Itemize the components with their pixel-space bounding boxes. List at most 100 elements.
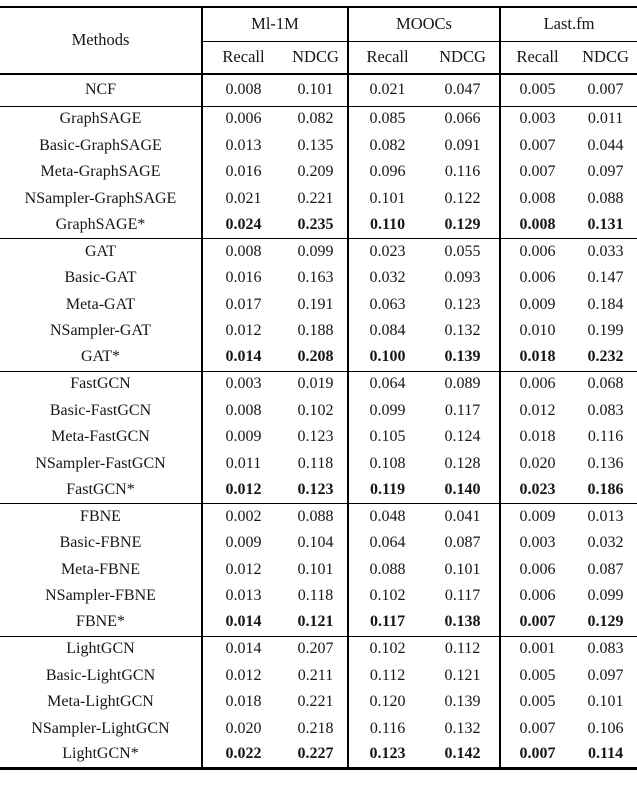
metric-value-cell: 0.184 bbox=[587, 295, 624, 313]
metric-value-cell: 0.016 bbox=[201, 159, 284, 186]
metric-value-cell: 0.083 bbox=[574, 635, 637, 663]
metric-value-cell: 0.114 bbox=[587, 745, 624, 763]
recall-column-header: Recall bbox=[499, 41, 575, 75]
metric-value-cell: 0.005 bbox=[499, 662, 575, 689]
method-name-cell: GraphSAGE* bbox=[55, 215, 146, 233]
table-row: GAT 0.008 0.099 0.023 0.055 0.006 0.033 bbox=[0, 238, 637, 265]
method-name-cell: Basic-FastGCN bbox=[49, 401, 152, 419]
metric-value-cell: 0.117 bbox=[444, 587, 481, 605]
metric-value-cell: 0.140 bbox=[444, 480, 481, 498]
metric-value-cell: 0.116 bbox=[587, 428, 624, 446]
metric-header-row: Recall NDCG Recall NDCG Recall NDCG bbox=[0, 41, 637, 75]
table-header: Methods Ml-1M MOOCs Last.fm Recall NDCG … bbox=[0, 7, 637, 75]
dataset-header-moocs: MOOCs bbox=[347, 7, 501, 42]
methods-column-header: Methods bbox=[0, 7, 202, 75]
table-row: Basic-GAT 0.016 0.163 0.032 0.093 0.006 0.147 bbox=[0, 265, 637, 292]
metric-value-cell: 0.012 bbox=[499, 397, 575, 424]
metric-value-cell: 0.117 bbox=[444, 401, 481, 419]
table-row: NSampler-LightGCN 0.020 0.218 0.116 0.132 0.0… bbox=[0, 715, 637, 742]
metric-value-cell: 0.119 bbox=[347, 477, 427, 504]
metric-value-cell: 0.124 bbox=[444, 428, 481, 446]
table-row: NSampler-GAT 0.012 0.188 0.084 0.132 0.010 0.1… bbox=[0, 318, 637, 345]
metric-value-cell: 0.021 bbox=[201, 185, 284, 212]
metric-value-cell: 0.008 bbox=[201, 238, 284, 265]
metric-value-cell: 0.121 bbox=[444, 666, 481, 684]
recall-column-header: Recall bbox=[347, 41, 427, 75]
metric-value-cell: 0.024 bbox=[201, 212, 284, 239]
metric-value-cell: 0.088 bbox=[284, 503, 349, 530]
metric-value-cell: 0.088 bbox=[347, 556, 427, 583]
metric-value-cell: 0.082 bbox=[284, 105, 349, 133]
metric-value-cell: 0.104 bbox=[297, 534, 334, 552]
metric-value-cell: 0.097 bbox=[587, 666, 624, 684]
dataset-header-ml1m: Ml-1M bbox=[200, 7, 349, 42]
table-row: NSampler-FBNE 0.013 0.118 0.102 0.117 0.006 0.… bbox=[0, 583, 637, 610]
metric-value-cell: 0.118 bbox=[297, 454, 334, 472]
method-group-gat: GAT 0.008 0.099 0.023 0.055 0.006 0.033 Basic-G… bbox=[0, 238, 637, 371]
method-name-cell: LightGCN* bbox=[62, 745, 139, 763]
metric-value-cell: 0.091 bbox=[444, 136, 481, 154]
metric-value-cell: 0.083 bbox=[587, 401, 624, 419]
method-group-ncf: NCF 0.008 0.101 0.021 0.047 0.005 0.007 bbox=[0, 74, 637, 106]
metric-value-cell: 0.014 bbox=[201, 609, 284, 636]
table-row: Meta-FastGCN 0.009 0.123 0.105 0.124 0.018 0.1… bbox=[0, 424, 637, 451]
metric-value-cell: 0.117 bbox=[347, 609, 427, 636]
metric-value-cell: 0.136 bbox=[587, 454, 624, 472]
metric-value-cell: 0.093 bbox=[444, 269, 481, 287]
metric-value-cell: 0.007 bbox=[499, 159, 575, 186]
metric-value-cell: 0.139 bbox=[444, 693, 481, 711]
metric-value-cell: 0.006 bbox=[499, 556, 575, 583]
metric-value-cell: 0.138 bbox=[444, 613, 481, 631]
method-group-lightgcn: LightGCN 0.014 0.207 0.102 0.112 0.001 0.083 Ba… bbox=[0, 635, 637, 769]
metric-value-cell: 0.008 bbox=[201, 397, 284, 424]
method-name-cell: FBNE bbox=[0, 503, 202, 530]
table-row: LightGCN 0.014 0.207 0.102 0.112 0.001 0.083 bbox=[0, 635, 637, 663]
metric-value-cell: 0.101 bbox=[297, 560, 334, 578]
metric-value-cell: 0.099 bbox=[347, 397, 427, 424]
metric-value-cell: 0.097 bbox=[587, 163, 624, 181]
metric-value-cell: 0.013 bbox=[201, 132, 284, 159]
metric-value-cell: 0.110 bbox=[347, 212, 427, 239]
metric-value-cell: 0.006 bbox=[499, 370, 575, 398]
metric-value-cell: 0.033 bbox=[574, 238, 637, 265]
metric-value-cell: 0.088 bbox=[587, 189, 624, 207]
metric-value-cell: 0.121 bbox=[297, 613, 334, 631]
metric-value-cell: 0.019 bbox=[284, 370, 349, 398]
metric-value-cell: 0.188 bbox=[297, 322, 334, 340]
metric-value-cell: 0.120 bbox=[347, 689, 427, 716]
metric-value-cell: 0.123 bbox=[297, 480, 334, 498]
method-name-cell: GraphSAGE bbox=[0, 105, 202, 133]
ndcg-column-header: NDCG bbox=[574, 41, 637, 75]
table-row: FBNE 0.002 0.088 0.048 0.041 0.009 0.013 bbox=[0, 503, 637, 530]
metric-value-cell: 0.003 bbox=[499, 105, 575, 133]
metric-value-cell: 0.006 bbox=[499, 583, 575, 610]
metric-value-cell: 0.131 bbox=[587, 215, 624, 233]
metric-value-cell: 0.122 bbox=[444, 189, 481, 207]
metric-value-cell: 0.021 bbox=[347, 74, 427, 106]
metric-value-cell: 0.023 bbox=[347, 238, 427, 265]
metric-value-cell: 0.009 bbox=[201, 530, 284, 557]
table-row: Basic-FBNE 0.009 0.104 0.064 0.087 0.003 0.032 bbox=[0, 530, 637, 557]
metric-value-cell: 0.007 bbox=[499, 715, 575, 742]
metric-value-cell: 0.085 bbox=[347, 105, 427, 133]
table-row: FBNE* 0.014 0.121 0.117 0.138 0.007 0.129 bbox=[0, 609, 637, 636]
method-name-cell: NSampler-GraphSAGE bbox=[24, 189, 177, 207]
metric-value-cell: 0.087 bbox=[444, 534, 481, 552]
metric-value-cell: 0.142 bbox=[444, 745, 481, 763]
metric-value-cell: 0.006 bbox=[499, 238, 575, 265]
metric-value-cell: 0.007 bbox=[499, 609, 575, 636]
method-name-cell: NCF bbox=[84, 81, 117, 99]
metric-value-cell: 0.007 bbox=[499, 132, 575, 159]
table-row: Basic-LightGCN 0.012 0.211 0.112 0.121 0.005 0… bbox=[0, 662, 637, 689]
method-name-cell: NSampler-FBNE bbox=[45, 587, 156, 605]
metric-value-cell: 0.106 bbox=[587, 719, 624, 737]
metric-value-cell: 0.132 bbox=[444, 719, 481, 737]
metric-value-cell: 0.132 bbox=[444, 322, 481, 340]
ndcg-column-header: NDCG bbox=[284, 41, 349, 75]
table-row: NSampler-GraphSAGE 0.021 0.221 0.101 0.122 0.… bbox=[0, 185, 637, 212]
table-row: Meta-GraphSAGE 0.016 0.209 0.096 0.116 0.007 0… bbox=[0, 159, 637, 186]
metric-value-cell: 0.135 bbox=[297, 136, 334, 154]
metric-value-cell: 0.218 bbox=[297, 719, 334, 737]
table-row: Meta-LightGCN 0.018 0.221 0.120 0.139 0.005 0.… bbox=[0, 689, 637, 716]
table-row: Meta-GAT 0.017 0.191 0.063 0.123 0.009 0.184 bbox=[0, 291, 637, 318]
